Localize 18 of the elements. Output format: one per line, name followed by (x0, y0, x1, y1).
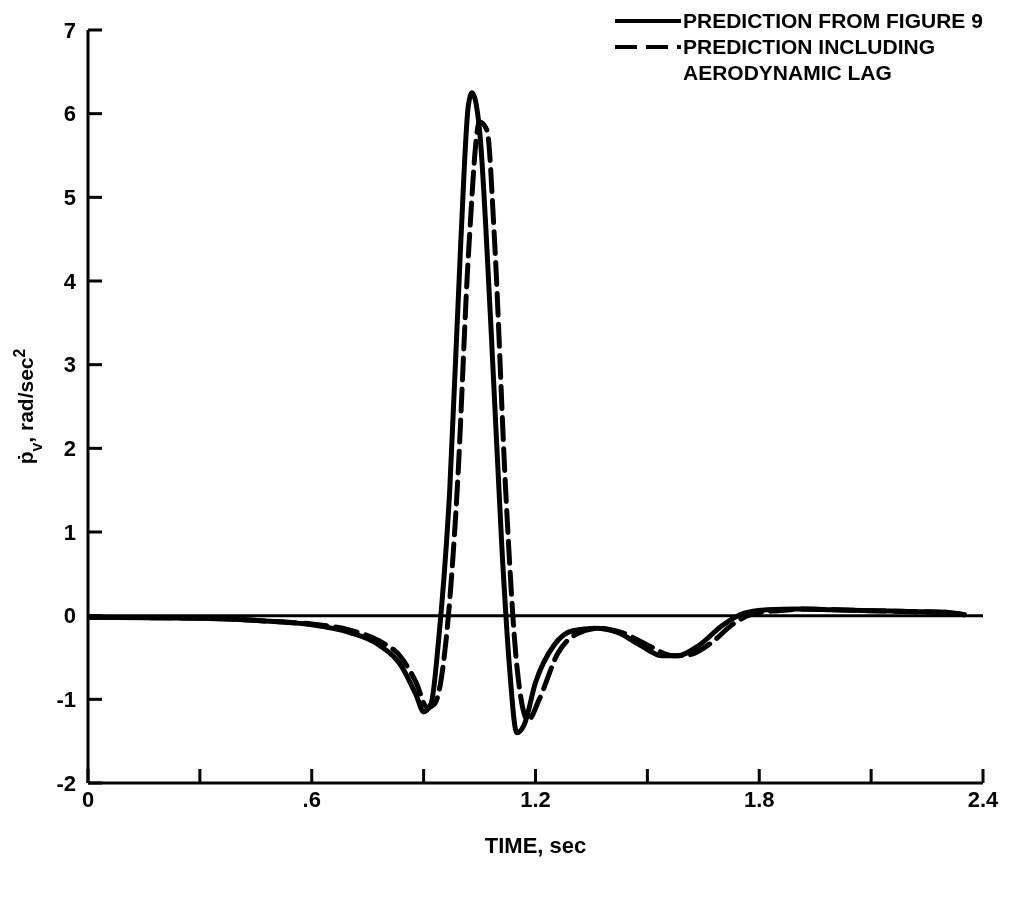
x-tick-label: .6 (302, 786, 321, 812)
x-tick-label: 1.2 (520, 786, 551, 812)
y-tick-label: 6 (63, 101, 76, 127)
y-tick-label: 3 (63, 352, 76, 378)
y-tick-label: -1 (56, 687, 76, 713)
y-tick-label: 0 (63, 603, 76, 629)
legend-label: PREDICTION FROM FIGURE 9 (683, 8, 983, 34)
y-tick-label: 4 (63, 268, 77, 294)
x-tick-label: 0 (81, 786, 95, 812)
x-axis-title: TIME, sec (484, 833, 587, 858)
y-tick-label: 2 (63, 436, 76, 462)
legend-label: PREDICTION INCLUDING AERODYNAMIC LAG (683, 34, 936, 86)
x-tick-label: 1.8 (743, 786, 775, 812)
y-tick-label: -2 (56, 770, 76, 796)
y-tick-label: 1 (63, 519, 76, 545)
y-tick-label: 5 (63, 185, 76, 211)
y-tick-label: 7 (63, 17, 76, 43)
x-tick-label: 2.4 (967, 786, 1000, 812)
